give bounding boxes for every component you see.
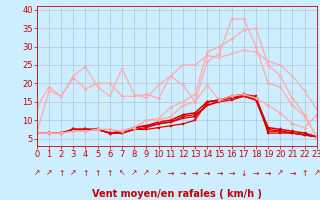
Text: →: → (289, 168, 296, 178)
Text: →: → (180, 168, 186, 178)
Text: ↗: ↗ (314, 168, 320, 178)
Text: →: → (204, 168, 211, 178)
Text: →: → (228, 168, 235, 178)
Text: →: → (192, 168, 198, 178)
Text: ↗: ↗ (34, 168, 40, 178)
Text: ↗: ↗ (131, 168, 137, 178)
Text: →: → (216, 168, 223, 178)
Text: ↗: ↗ (155, 168, 162, 178)
Text: ↑: ↑ (58, 168, 64, 178)
Text: ↗: ↗ (70, 168, 76, 178)
Text: →: → (168, 168, 174, 178)
Text: ↗: ↗ (143, 168, 149, 178)
Text: →: → (253, 168, 259, 178)
Text: ↑: ↑ (301, 168, 308, 178)
Text: ↓: ↓ (241, 168, 247, 178)
Text: ↖: ↖ (119, 168, 125, 178)
Text: ↑: ↑ (107, 168, 113, 178)
Text: ↑: ↑ (94, 168, 101, 178)
Text: →: → (265, 168, 271, 178)
Text: ↑: ↑ (82, 168, 89, 178)
Text: ↗: ↗ (46, 168, 52, 178)
Text: Vent moyen/en rafales ( km/h ): Vent moyen/en rafales ( km/h ) (92, 189, 262, 199)
Text: ↗: ↗ (277, 168, 284, 178)
